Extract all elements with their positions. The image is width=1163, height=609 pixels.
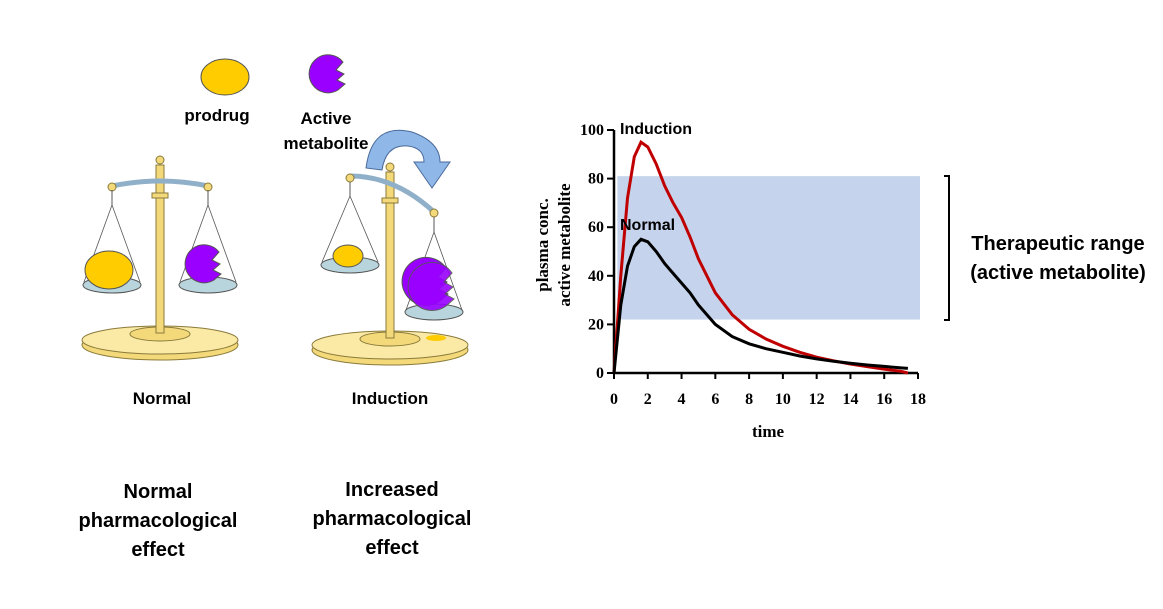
x-tick-label: 6 [711, 391, 719, 408]
normal-effect-line2: pharmacological [78, 510, 238, 532]
increased-effect-line3: effect [365, 537, 419, 559]
x-tick-label: 8 [745, 391, 753, 408]
normal-series-line [612, 237, 909, 374]
increased-effect-text: Increased pharmacological effect [294, 476, 490, 563]
active-metabolite-label-line1: Active [300, 109, 352, 128]
metabolite-legend-icon [308, 54, 346, 94]
y-tick-label: 40 [588, 268, 604, 285]
x-axis-label: time [752, 422, 785, 441]
active-metabolite-label: Active metabolite [276, 106, 376, 156]
y-tick-label: 20 [588, 316, 604, 333]
x-tick-label: 14 [842, 391, 858, 408]
therapeutic-range-line1: Therapeutic range [971, 233, 1145, 255]
increased-effect-line1: Increased [345, 479, 439, 501]
normal-effect-line1: Normal [123, 481, 193, 503]
y-tick-label: 0 [596, 365, 604, 382]
y-tick-label: 80 [588, 171, 604, 188]
x-tick-label: 16 [876, 391, 892, 408]
x-tick-label: 0 [610, 391, 618, 408]
x-tick-label: 12 [809, 391, 825, 408]
x-tick-label: 18 [910, 391, 926, 408]
normal-effect-line3: effect [131, 539, 185, 561]
induction-scale-label: Induction [351, 389, 429, 408]
y-tick-label: 60 [588, 219, 604, 236]
y-axis-label-line2: active metabolite [555, 183, 574, 307]
y-tick-label: 100 [580, 122, 604, 139]
normal-series-label: Normal [620, 217, 675, 234]
increased-effect-line2: pharmacological [312, 508, 472, 530]
therapeutic-range-line2: (active metabolite) [970, 262, 1146, 284]
active-metabolite-label-line2: metabolite [283, 134, 369, 153]
therapeutic-range-band [617, 176, 920, 320]
therapeutic-bracket [944, 175, 950, 321]
normal-effect-text: Normal pharmacological effect [60, 478, 256, 565]
x-tick-label: 4 [678, 391, 686, 408]
x-tick-label: 2 [644, 391, 652, 408]
induction-balance-scale [311, 162, 469, 366]
prodrug-label: prodrug [184, 106, 250, 125]
induction-arrow [365, 129, 451, 189]
therapeutic-range-label: Therapeutic range (active metabolite) [958, 230, 1158, 288]
induction-series-label: Induction [620, 121, 692, 138]
normal-scale-label: Normal [132, 389, 192, 408]
x-tick-label: 10 [775, 391, 791, 408]
balance-illustrations [81, 54, 469, 366]
y-axis-label-line1: plasma conc. [533, 198, 552, 292]
normal-balance-scale [81, 155, 239, 361]
prodrug-legend-icon [200, 58, 250, 96]
